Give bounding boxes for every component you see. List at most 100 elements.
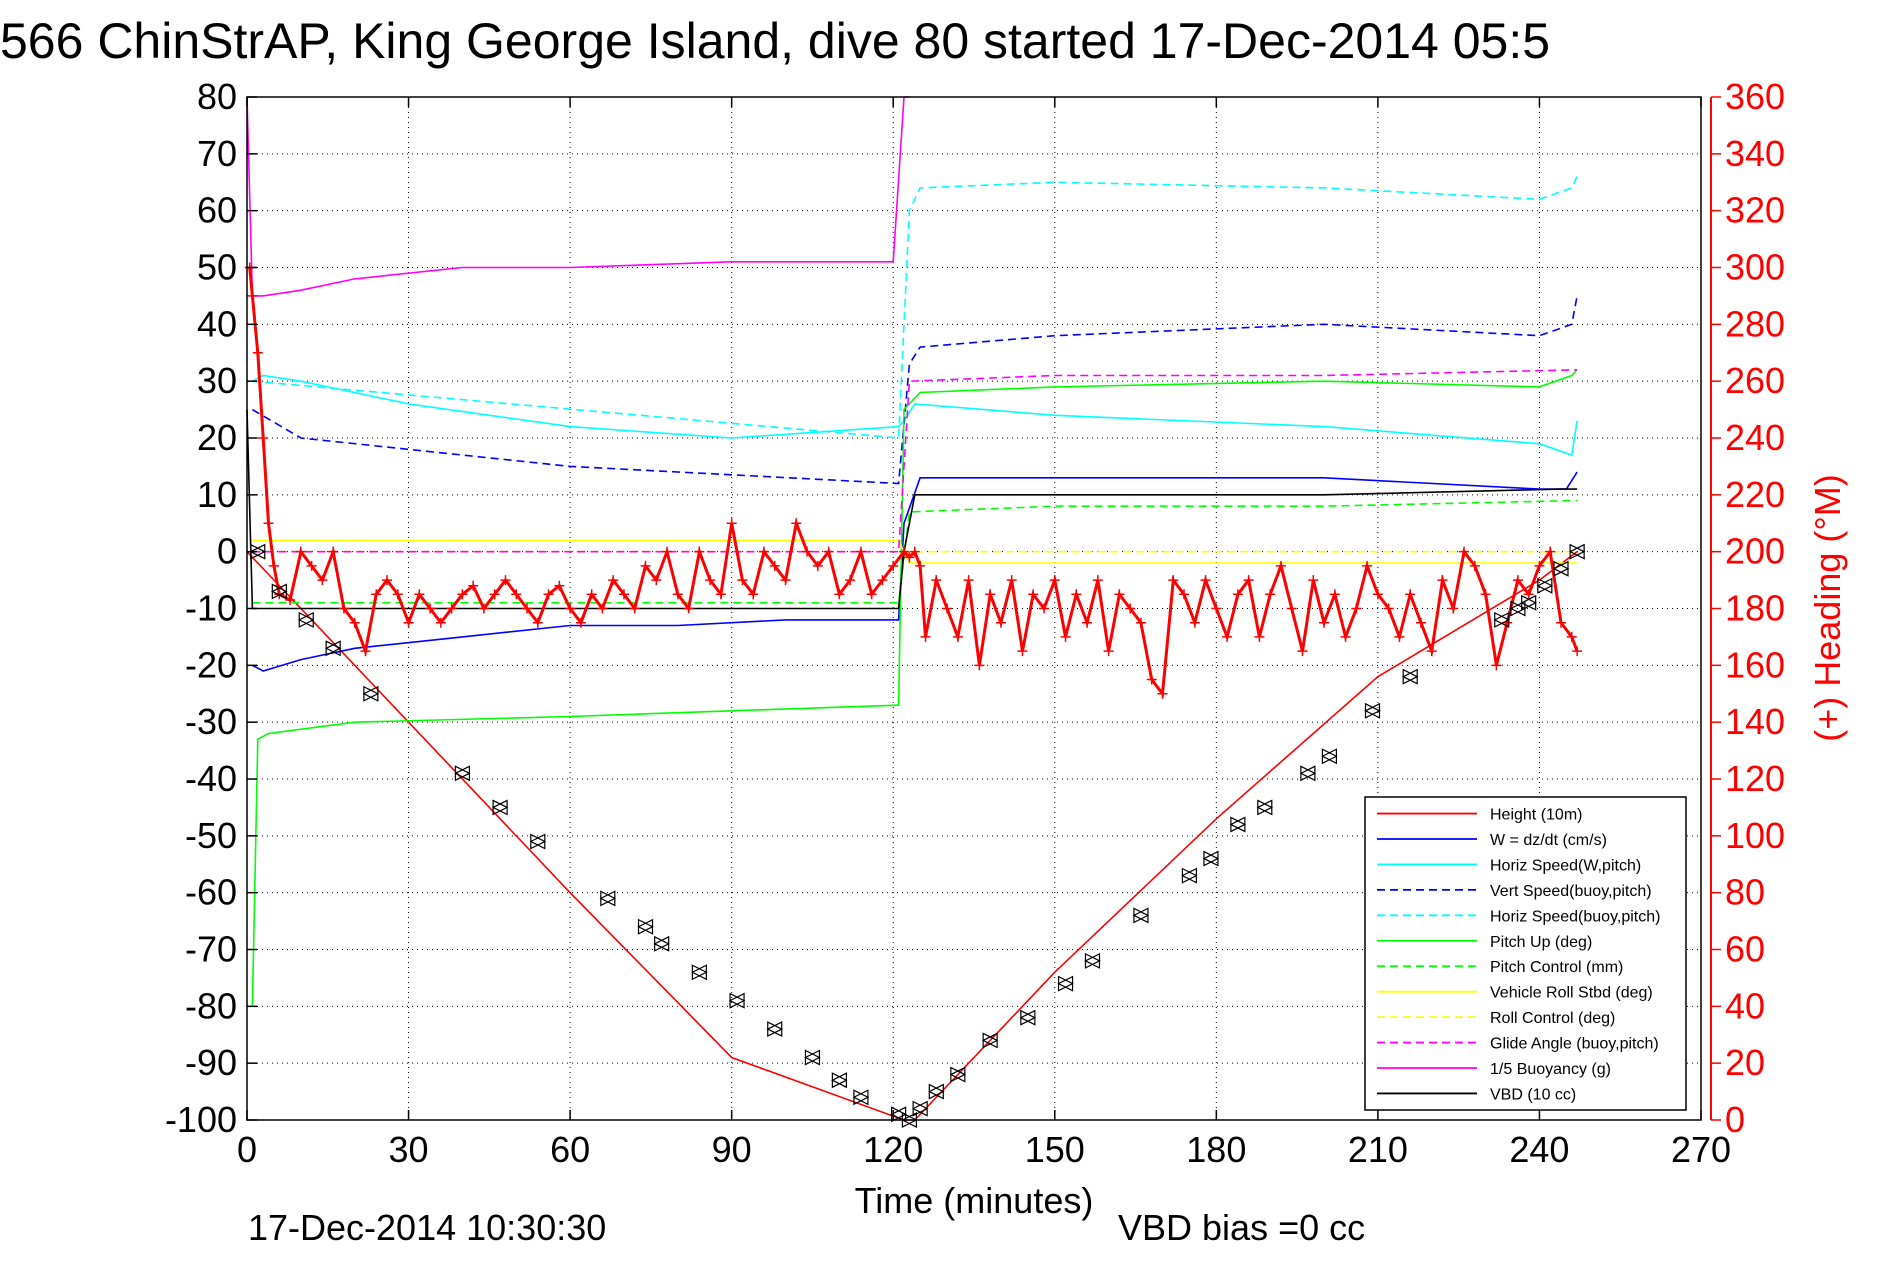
heading-point bbox=[1383, 603, 1394, 614]
heading-point bbox=[575, 617, 586, 628]
depth-marker bbox=[1536, 577, 1554, 594]
heading-point bbox=[1523, 589, 1534, 600]
depth-marker bbox=[653, 935, 671, 952]
series-line bbox=[246, 96, 910, 297]
depth-marker bbox=[1256, 799, 1274, 816]
heading-point bbox=[1480, 589, 1491, 600]
chart-title: 566 ChinStrAP, King George Island, dive … bbox=[0, 13, 1550, 69]
y-right-tick-label: 40 bbox=[1725, 985, 1765, 1026]
heading-point bbox=[360, 646, 371, 657]
y-tick-label: -50 bbox=[185, 815, 237, 856]
depth-marker bbox=[804, 1049, 821, 1066]
y-tick-label: 10 bbox=[197, 474, 237, 515]
heading-point bbox=[392, 589, 403, 600]
y-right-tick-label: 240 bbox=[1725, 417, 1785, 458]
y-right-tick-label: 280 bbox=[1725, 303, 1785, 344]
heading-point bbox=[1329, 589, 1340, 600]
heading-point bbox=[1200, 575, 1211, 586]
heading-point bbox=[1028, 589, 1039, 600]
plot-area bbox=[244, 96, 1586, 1128]
depth-marker bbox=[1084, 952, 1101, 969]
y-axis-right-label: (+) Heading (°M) bbox=[1807, 474, 1848, 741]
heading-point bbox=[791, 518, 802, 529]
y-right-tick-label: 300 bbox=[1725, 247, 1785, 288]
depth-marker bbox=[1321, 748, 1338, 765]
series-line bbox=[252, 499, 1578, 604]
y-right-tick-label: 0 bbox=[1725, 1099, 1745, 1140]
heading-point bbox=[1017, 646, 1028, 657]
heading-point bbox=[726, 518, 737, 529]
depth-marker bbox=[1132, 907, 1150, 924]
heading-point bbox=[780, 575, 791, 586]
y-tick-label: 0 bbox=[217, 531, 237, 572]
heading-point bbox=[823, 546, 834, 557]
heading-point bbox=[877, 575, 888, 586]
heading-point bbox=[1448, 603, 1459, 614]
x-axis-label: Time (minutes) bbox=[855, 1180, 1094, 1221]
heading-point bbox=[1362, 560, 1373, 571]
y-right-tick-label: 260 bbox=[1725, 360, 1785, 401]
heading-point bbox=[263, 518, 274, 529]
heading-point bbox=[855, 546, 866, 557]
depth-marker bbox=[529, 833, 547, 850]
depth-marker bbox=[362, 685, 380, 702]
heading-point bbox=[1082, 617, 1093, 628]
heading-point bbox=[1426, 646, 1437, 657]
depth-marker bbox=[1019, 1009, 1037, 1026]
heading-point bbox=[694, 546, 705, 557]
heading-point bbox=[425, 603, 436, 614]
depth-marker bbox=[324, 640, 342, 657]
heading-point bbox=[500, 575, 511, 586]
x-tick-label: 60 bbox=[550, 1129, 590, 1170]
y-right-tick-label: 180 bbox=[1725, 588, 1785, 629]
y-tick-label: -70 bbox=[185, 929, 237, 970]
heading-point bbox=[683, 603, 694, 614]
depth-marker bbox=[927, 1083, 945, 1100]
y-right-tick-label: 360 bbox=[1725, 76, 1785, 117]
y-tick-label: -10 bbox=[185, 588, 237, 629]
y-tick-label: 30 bbox=[197, 360, 237, 401]
footer-timestamp: 17-Dec-2014 10:30:30 bbox=[248, 1207, 606, 1248]
heading-point bbox=[446, 603, 457, 614]
legend-entry: Vehicle Roll Stbd (deg) bbox=[1490, 985, 1653, 1002]
depth-marker bbox=[1401, 668, 1419, 685]
y-right-tick-label: 140 bbox=[1725, 701, 1785, 742]
y-tick-label: -20 bbox=[185, 644, 237, 685]
heading-point bbox=[640, 560, 651, 571]
heading-point bbox=[1459, 546, 1470, 557]
legend-entry: Horiz Speed(W,pitch) bbox=[1490, 857, 1641, 874]
heading-point bbox=[662, 546, 673, 557]
heading-point bbox=[295, 546, 306, 557]
series-line bbox=[252, 539, 1578, 564]
heading-point bbox=[382, 575, 393, 586]
heading-point bbox=[1189, 617, 1200, 628]
legend-entry: Horiz Speed(buoy,pitch) bbox=[1490, 908, 1660, 925]
heading-point bbox=[371, 589, 382, 600]
depth-marker bbox=[1364, 702, 1381, 719]
y-tick-label: -30 bbox=[185, 701, 237, 742]
legend-entry: VBD (10 cc) bbox=[1490, 1086, 1576, 1103]
heading-point bbox=[802, 546, 813, 557]
x-tick-label: 120 bbox=[863, 1129, 923, 1170]
y-right-tick-label: 60 bbox=[1725, 929, 1765, 970]
y-tick-label: 80 bbox=[197, 76, 237, 117]
heading-point bbox=[1372, 589, 1383, 600]
heading-point bbox=[909, 546, 920, 557]
heading-point bbox=[317, 575, 328, 586]
heading-point bbox=[1512, 575, 1523, 586]
heading-point bbox=[715, 589, 726, 600]
depth-marker bbox=[691, 964, 708, 981]
heading-point bbox=[952, 631, 963, 642]
heading-point bbox=[1340, 631, 1351, 642]
series-line bbox=[251, 295, 1578, 485]
heading-point bbox=[608, 575, 619, 586]
heading-point bbox=[258, 433, 269, 443]
heading-point bbox=[942, 603, 953, 614]
heading-point bbox=[468, 580, 479, 591]
heading-point bbox=[1135, 617, 1146, 628]
depth-marker bbox=[1202, 850, 1220, 867]
legend-entry: Glide Angle (buoy,pitch) bbox=[1490, 1036, 1659, 1053]
x-tick-label: 150 bbox=[1025, 1129, 1085, 1170]
heading-point bbox=[457, 589, 468, 600]
heading-point bbox=[543, 589, 554, 600]
